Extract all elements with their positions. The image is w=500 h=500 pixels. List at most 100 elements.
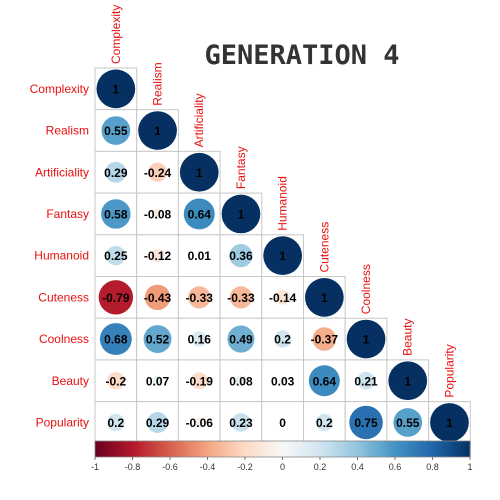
matrix-cell: 1 [136, 109, 179, 152]
correlation-circle [229, 286, 253, 309]
colorbar-tick-label: 0.2 [314, 462, 327, 472]
colorbar-segment [357, 441, 360, 457]
colorbar-tick-label: 0.4 [351, 462, 364, 472]
colorbar-segment [115, 441, 119, 457]
matrix-cell: 0.68 [94, 317, 138, 361]
correlation-circle [138, 111, 177, 150]
correlation-circle [393, 408, 423, 437]
correlation-value: 0.64 [188, 207, 212, 221]
column-label: Artificiality [192, 93, 206, 147]
colorbar-segment [181, 441, 184, 457]
colorbar-segment [327, 441, 330, 457]
correlation-circle [188, 286, 211, 309]
colorbar-segment [190, 441, 194, 457]
correlation-circle [144, 284, 171, 311]
correlation-circle [229, 244, 253, 268]
colorbar-segment [145, 441, 149, 457]
matrix-cell: 0.49 [219, 317, 263, 361]
colorbar-segment [361, 441, 364, 457]
colorbar-segment [226, 441, 229, 457]
colorbar-segment [263, 441, 267, 457]
colorbar-segment [254, 441, 257, 457]
colorbar-tick-label: -0.6 [162, 462, 178, 472]
colorbar-segment [320, 441, 323, 457]
correlation-circle [312, 327, 337, 351]
colorbar-segment [138, 441, 141, 457]
colorbar-segment [468, 441, 471, 457]
colorbar-segment [383, 441, 387, 457]
matrix-cell: 0.16 [177, 317, 221, 361]
correlation-circle [305, 278, 344, 317]
matrix-cell: -0.24 [136, 150, 179, 194]
matrix-cell: 0.64 [303, 359, 346, 403]
colorbar-segment [177, 441, 180, 457]
colorbar-segment [121, 441, 124, 457]
colorbar-segment [218, 441, 222, 457]
colorbar-segment [305, 441, 308, 457]
row-label: Beauty [52, 374, 89, 388]
correlation-circle [150, 248, 165, 263]
colorbar-segment [141, 441, 145, 457]
colorbar-segment [198, 441, 201, 457]
correlation-circle [275, 290, 290, 305]
matrix-cell: 1 [219, 192, 263, 236]
matrix-cell: -0.33 [177, 276, 221, 319]
colorbar-segment [271, 441, 274, 457]
matrix-cell: 0.58 [94, 192, 138, 236]
correlation-value: -0.08 [144, 207, 172, 221]
colorbar-segment [410, 441, 413, 457]
colorbar-segment [134, 441, 137, 457]
colorbar-segment [425, 441, 428, 457]
correlation-circle [106, 245, 126, 266]
matrix-cell: 0.29 [94, 150, 138, 194]
colorbar-segment [351, 441, 355, 457]
cell-border [261, 401, 304, 444]
correlation-value: 0.49 [229, 333, 253, 347]
colorbar-segment [147, 441, 150, 457]
colorbar-segment [348, 441, 351, 457]
colorbar-segment [209, 441, 212, 457]
colorbar-segment [438, 441, 441, 457]
matrix-cell: -0.33 [219, 276, 263, 319]
colorbar-segment [297, 441, 300, 457]
colorbar-segment [155, 441, 158, 457]
colorbar-segment [408, 441, 411, 457]
colorbar-segment [248, 441, 252, 457]
row-label: Humanoid [34, 249, 89, 263]
colorbar-segment [378, 441, 381, 457]
colorbar-segment [200, 441, 203, 457]
colorbar-segment [231, 441, 235, 457]
colorbar-tick-label: 0.6 [389, 462, 402, 472]
colorbar-segment [203, 441, 207, 457]
colorbar-tick-label: 1 [467, 462, 472, 472]
matrix-cell: -0.2 [94, 359, 138, 403]
correlation-value: 0.64 [313, 374, 337, 388]
colorbar-segment [314, 441, 317, 457]
colorbar-segment [100, 441, 104, 457]
column-label: Beauty [401, 319, 415, 356]
colorbar-segment [411, 441, 415, 457]
colorbar-segment [113, 441, 117, 457]
colorbar-segment [201, 441, 205, 457]
colorbar-segment [440, 441, 443, 457]
colorbar-segment [275, 441, 278, 457]
correlation-circle [148, 162, 168, 182]
correlation-circle [231, 413, 251, 432]
correlation-value: -0.12 [144, 249, 172, 263]
colorbar-segment [158, 441, 162, 457]
correlation-value: 1 [113, 82, 120, 96]
colorbar-segment [312, 441, 315, 457]
colorbar-segment [321, 441, 325, 457]
colorbar-segment [404, 441, 407, 457]
colorbar-segment [156, 441, 160, 457]
matrix-cell: 0 [261, 401, 304, 444]
colorbar-segment [111, 441, 115, 457]
colorbar-segment [224, 441, 227, 457]
colorbar-segment [370, 441, 374, 457]
correlation-value: 1 [446, 416, 453, 430]
colorbar-segment [338, 441, 342, 457]
colorbar-segment [233, 441, 237, 457]
correlation-circle [191, 331, 207, 347]
matrix-cell: 0.07 [136, 359, 179, 403]
